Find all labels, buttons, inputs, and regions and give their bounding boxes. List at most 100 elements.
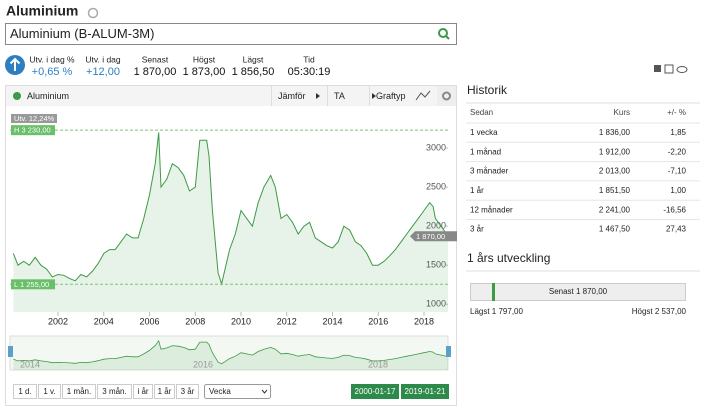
plot-area bbox=[10, 113, 448, 312]
chart-toolbar bbox=[6, 86, 456, 106]
x-tick-label: 2006 bbox=[140, 316, 160, 326]
legend-dot bbox=[13, 92, 21, 100]
range-button[interactable] bbox=[38, 384, 61, 399]
toolbar-button[interactable]: Jämför bbox=[278, 91, 306, 101]
quote-label: Högst bbox=[193, 54, 216, 64]
change-label: Utv. 12,24% bbox=[14, 114, 55, 123]
quote-value: 1 856,50 bbox=[232, 66, 275, 78]
history-cell: 1 912,00 bbox=[599, 147, 631, 156]
range-button-label: 1 mån. bbox=[67, 387, 91, 396]
development-low: Lägst 1 797,00 bbox=[470, 307, 523, 316]
range-button[interactable] bbox=[176, 384, 199, 399]
history-cell: 1 år bbox=[470, 186, 484, 195]
history-cell: 1 851,50 bbox=[599, 186, 631, 195]
high-line-label: H 3 230,00 bbox=[14, 126, 51, 135]
x-tick-label: 2018 bbox=[414, 316, 434, 326]
history-cell: 1,85 bbox=[670, 128, 686, 137]
interval-label: Vecka bbox=[209, 387, 231, 396]
range-button-label: i år bbox=[137, 387, 148, 396]
graph-type-icon bbox=[415, 90, 431, 101]
navigator: 2014 2016 2018 bbox=[8, 335, 451, 371]
quote-value: +0,65 % bbox=[32, 66, 73, 78]
range-button[interactable] bbox=[133, 384, 153, 399]
history-cell: 3 år bbox=[470, 225, 484, 234]
history-header: +/- % bbox=[667, 108, 686, 117]
view-icon[interactable] bbox=[676, 66, 688, 73]
x-tick-label: 2008 bbox=[185, 316, 205, 326]
quote-label: Senast bbox=[142, 54, 169, 64]
watch-icon[interactable] bbox=[664, 64, 674, 74]
alert-icon[interactable] bbox=[654, 65, 661, 72]
search-text: Aluminium (B-ALUM-3M) bbox=[10, 26, 154, 41]
x-tick-label: 2016 bbox=[368, 316, 388, 326]
settings-button[interactable] bbox=[437, 86, 456, 106]
range-button-label: 1 d. bbox=[18, 387, 31, 396]
line bbox=[12, 132, 449, 286]
navigator-label: 2014 bbox=[20, 359, 40, 369]
history-cell: 1 vecka bbox=[470, 128, 498, 137]
quote-label: Lägst bbox=[243, 54, 264, 64]
history-header: Sedan bbox=[470, 108, 493, 117]
history-cell: -2,20 bbox=[668, 147, 687, 156]
y-tick-label: 1000 bbox=[426, 299, 446, 309]
range-button[interactable] bbox=[97, 384, 132, 399]
navigator-handle[interactable] bbox=[8, 346, 13, 357]
history-cell: 2 013,00 bbox=[599, 167, 631, 176]
history-cell: 12 månader bbox=[470, 205, 513, 214]
development-high: Högst 2 537,00 bbox=[632, 307, 687, 316]
interval-select[interactable] bbox=[204, 384, 271, 399]
x-tick-label: 2002 bbox=[48, 316, 68, 326]
toolbar-button[interactable]: Graftyp bbox=[376, 91, 406, 101]
x-tick-label: 2004 bbox=[94, 316, 114, 326]
low-line-label: L 1 255,00 bbox=[14, 280, 49, 289]
quote-value: 1 873,00 bbox=[183, 66, 226, 78]
date-button[interactable] bbox=[351, 384, 399, 399]
range-button-label: 1 år bbox=[158, 387, 172, 396]
y-tick-label: 2000 bbox=[426, 221, 446, 231]
toolbar-arrow bbox=[316, 93, 320, 99]
history-cell: 27,43 bbox=[666, 225, 687, 234]
range-button[interactable] bbox=[154, 384, 175, 399]
range-button-label: 1 v. bbox=[43, 387, 55, 396]
area bbox=[13, 340, 449, 370]
page-title: Aluminium bbox=[6, 3, 78, 19]
quote-value: +12,00 bbox=[86, 66, 120, 78]
change-tag bbox=[11, 114, 57, 123]
navigator-area bbox=[9, 335, 449, 371]
line bbox=[13, 340, 449, 365]
date-button[interactable] bbox=[401, 384, 449, 399]
search-box[interactable] bbox=[5, 23, 457, 45]
range-button[interactable] bbox=[13, 384, 37, 399]
chart: 2002 2004 2006 2008 2010 2012 2014 2016 2018 1000… bbox=[10, 113, 457, 326]
trend-arrow bbox=[9, 57, 21, 71]
history-cell: -7,10 bbox=[668, 167, 687, 176]
quote-label: Utv. i dag bbox=[85, 54, 121, 64]
side-panel: Historik Sedan Kurs +/- % 1 vecka 1 836,00 1,8… bbox=[466, 83, 700, 316]
area bbox=[13, 132, 449, 312]
navigator-handle[interactable] bbox=[446, 346, 451, 357]
development-title: 1 års utveckling bbox=[467, 251, 550, 265]
quote-bar: Utv. i dag % +0,65 % Utv. i dag +12,00 Senas… bbox=[29, 54, 330, 78]
navigator-label: 2018 bbox=[368, 359, 388, 369]
legend-label: Aluminium bbox=[27, 91, 69, 101]
range-button[interactable] bbox=[62, 384, 96, 399]
toolbar-arrow bbox=[372, 93, 376, 99]
history-cell: 1,00 bbox=[670, 186, 686, 195]
quote-label: Tid bbox=[303, 54, 315, 64]
history-cell: 3 månader bbox=[470, 167, 509, 176]
history-cell: 1 467,50 bbox=[599, 225, 631, 234]
x-tick-label: 2010 bbox=[231, 316, 251, 326]
navigator-label: 2016 bbox=[193, 359, 213, 369]
toolbar-buttons: Jämför TA Graftyp bbox=[271, 86, 431, 106]
low-line-tag bbox=[11, 279, 55, 290]
x-tick-label: 2012 bbox=[277, 316, 297, 326]
date-label: 2000-01-17 bbox=[355, 387, 396, 396]
range-bar bbox=[470, 283, 686, 301]
search-icon[interactable] bbox=[438, 28, 448, 38]
quote-value: 1 870,00 bbox=[134, 66, 177, 78]
y-tick-label: 2500 bbox=[426, 182, 446, 192]
toolbar-button[interactable]: TA bbox=[334, 91, 345, 101]
refresh-icon[interactable] bbox=[87, 7, 99, 19]
quote-label: Utv. i dag % bbox=[29, 54, 75, 64]
